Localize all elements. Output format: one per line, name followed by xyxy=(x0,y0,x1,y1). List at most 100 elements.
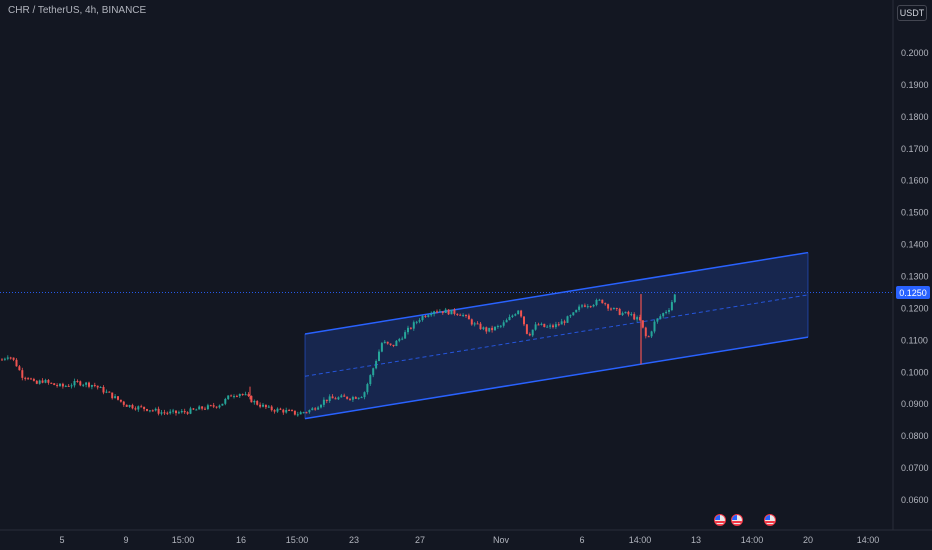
candle-body xyxy=(447,309,450,315)
candle-body xyxy=(221,403,224,406)
time-tick-label: 13 xyxy=(691,535,701,545)
candle-body xyxy=(401,338,404,340)
candle-body xyxy=(122,401,125,405)
candle-body xyxy=(235,396,238,398)
candle-body xyxy=(520,310,523,317)
candle-body xyxy=(215,406,218,408)
candle-body xyxy=(157,408,160,414)
candle-body xyxy=(407,327,409,333)
candle-body xyxy=(650,331,653,337)
candle-body xyxy=(308,410,311,413)
candle-body xyxy=(302,412,305,414)
candle-body xyxy=(230,395,233,397)
candle-body xyxy=(96,385,99,388)
channel-mid-line xyxy=(304,294,809,377)
currency-button[interactable]: USDT xyxy=(897,5,927,21)
price-tick-label: 0.1400 xyxy=(901,240,929,250)
candle-body xyxy=(491,327,494,331)
candle-body xyxy=(392,344,395,347)
candle-body xyxy=(453,309,456,314)
candle-body xyxy=(534,324,537,330)
parallel-channel[interactable] xyxy=(304,251,809,420)
candle-body xyxy=(247,394,250,396)
candle-body xyxy=(578,306,581,310)
candle-body xyxy=(610,308,612,310)
candle-body xyxy=(105,391,108,393)
candle-body xyxy=(180,411,183,413)
candle-body xyxy=(665,311,668,314)
current-price-label: 0.1250 xyxy=(896,286,930,299)
candle-body xyxy=(169,411,172,414)
candle-body xyxy=(317,407,320,410)
candle-body xyxy=(575,309,578,313)
time-tick-label: 20 xyxy=(803,535,813,545)
candle-body xyxy=(331,396,334,399)
candle-body xyxy=(369,375,372,385)
candle-body xyxy=(366,384,369,393)
candle-body xyxy=(192,408,195,410)
candle-body xyxy=(621,313,624,315)
candle-body xyxy=(633,314,636,320)
time-tick-label: 14:00 xyxy=(629,535,652,545)
candle-body xyxy=(114,396,117,399)
candle-body xyxy=(546,326,549,328)
time-tick-label: Nov xyxy=(493,535,510,545)
candle-body xyxy=(183,411,186,413)
candle-body xyxy=(572,312,575,316)
candle-body xyxy=(433,311,436,314)
candle-body xyxy=(360,397,363,399)
candle-body xyxy=(459,314,462,316)
candle-body xyxy=(630,314,633,316)
time-axis[interactable]: 5 9 15:00 16 15:00 23 27 Nov 6 14:00 13 14:00 20 14:0… xyxy=(0,529,932,545)
time-tick-label: 16 xyxy=(236,535,246,545)
candle-body xyxy=(430,313,433,316)
candle-body xyxy=(357,397,360,399)
candle-body xyxy=(227,395,230,399)
candle-body xyxy=(108,391,111,393)
candle-body xyxy=(563,321,566,323)
candle-body xyxy=(18,366,21,371)
candle-body xyxy=(238,394,241,397)
symbol-title[interactable]: CHR / TetherUS, 4h, BINANCE xyxy=(8,5,147,16)
candle-body xyxy=(653,321,656,332)
candle-body xyxy=(27,378,30,380)
candle-body xyxy=(581,305,583,307)
price-axis[interactable]: 0.2000 0.1900 0.1800 0.1700 0.1600 0.1500 0.14… xyxy=(892,0,929,530)
candle-body xyxy=(305,412,308,414)
candle-body xyxy=(177,412,180,414)
candle-body xyxy=(172,410,175,412)
candle-body xyxy=(607,304,610,309)
candle-body xyxy=(151,410,154,412)
candle-body xyxy=(537,324,540,326)
candle-body xyxy=(485,327,488,332)
candle-body xyxy=(24,377,27,379)
candle-body xyxy=(505,320,508,323)
us-flag-icon[interactable] xyxy=(714,514,726,526)
us-flag-icon[interactable] xyxy=(764,514,776,526)
candle-body xyxy=(166,412,169,414)
candle-body xyxy=(163,412,166,414)
candle-body xyxy=(612,307,615,310)
candle-body xyxy=(427,315,430,317)
price-tick-label: 0.0600 xyxy=(901,495,929,505)
candle-body xyxy=(12,357,15,360)
candle-body xyxy=(299,412,302,415)
candle-body xyxy=(415,321,418,323)
candle-body xyxy=(67,385,70,387)
us-flag-icon[interactable] xyxy=(731,514,743,526)
candle-body xyxy=(673,294,676,303)
candle-body xyxy=(618,308,621,315)
candle-body xyxy=(160,412,163,414)
candle-body xyxy=(395,340,398,347)
candle-body xyxy=(531,329,534,336)
candle-body xyxy=(644,327,647,337)
candle-body xyxy=(85,382,88,385)
candle-body xyxy=(6,357,9,359)
candle-body xyxy=(523,316,525,325)
price-tick-label: 0.0900 xyxy=(901,399,929,409)
candle-body xyxy=(488,327,491,332)
candle-body xyxy=(79,381,82,386)
candle-body xyxy=(267,406,270,408)
